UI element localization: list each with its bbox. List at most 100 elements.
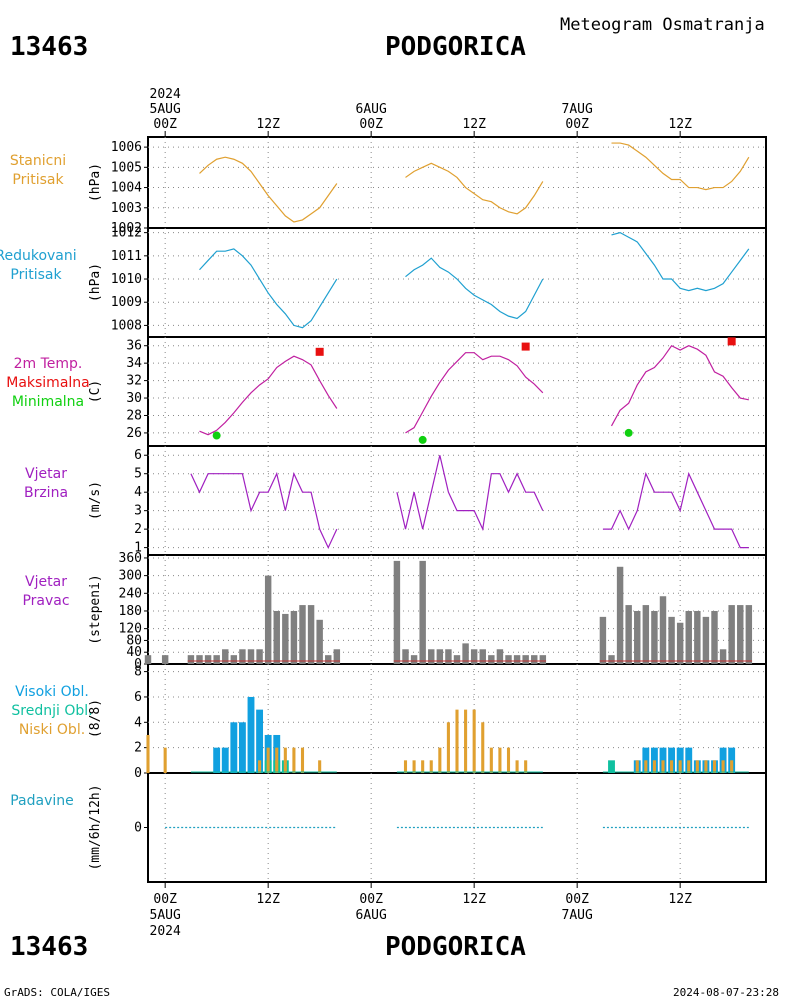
x-tick-label-bottom: 12Z bbox=[256, 892, 280, 907]
wind-dir-bar bbox=[187, 655, 195, 664]
tmin-marker bbox=[624, 428, 633, 437]
cloud-low-bar bbox=[275, 747, 279, 773]
cloud-low-bar bbox=[429, 760, 433, 773]
x-tick-label-bottom: 5AUG bbox=[150, 908, 181, 923]
cloud-low-bar bbox=[515, 760, 519, 773]
y-tick-label: 36 bbox=[126, 339, 142, 354]
wind-dir-bar bbox=[651, 610, 658, 664]
y-tick-label: 6 bbox=[134, 448, 142, 463]
x-tick-label-bottom: 12Z bbox=[462, 892, 486, 907]
wind-dir-bar bbox=[316, 619, 323, 664]
y-tick-label: 0 bbox=[134, 766, 142, 781]
y-tick-label: 2 bbox=[134, 741, 142, 756]
wind-dir-bar bbox=[608, 655, 615, 664]
plot-frame bbox=[147, 136, 767, 883]
cloud-low-bar bbox=[292, 747, 296, 773]
wind-dir-bar bbox=[745, 605, 753, 664]
wind-dir-bar bbox=[668, 616, 675, 664]
y-axis-unit: (mm/6h/12h) bbox=[88, 784, 103, 870]
cloud-low-bar bbox=[258, 760, 262, 773]
y-tick-label: 360 bbox=[119, 551, 142, 566]
wind-dir-bar bbox=[161, 655, 169, 664]
y-axis-unit: (stepeni) bbox=[88, 574, 103, 644]
y-tick-label: 1009 bbox=[111, 295, 142, 310]
wind-dir-bar bbox=[256, 649, 263, 664]
panel-label: Brzina bbox=[24, 485, 68, 501]
cloud-low-bar bbox=[300, 747, 305, 773]
y-tick-label: 8 bbox=[134, 665, 142, 680]
x-tick-label-bottom: 00Z bbox=[153, 892, 177, 907]
wind-dir-bar bbox=[479, 649, 486, 664]
station-id-bottom: 13463 bbox=[10, 932, 88, 962]
wind-dir-bar bbox=[307, 605, 315, 664]
wind-dir-bar bbox=[531, 655, 538, 664]
wind-dir-bar bbox=[230, 655, 238, 664]
panel-label: Vjetar bbox=[25, 466, 67, 482]
y-tick-label: 6 bbox=[134, 690, 142, 705]
y-tick-label: 26 bbox=[126, 426, 142, 441]
tmax-marker bbox=[727, 337, 736, 346]
wind-dir-bar bbox=[634, 610, 641, 664]
tmin-marker bbox=[212, 431, 221, 440]
wind-dir-bar bbox=[290, 610, 298, 664]
station-pressure-line bbox=[199, 156, 338, 223]
wind-dir-bar bbox=[728, 605, 735, 664]
y-tick-label: 34 bbox=[126, 356, 142, 371]
wind-dir-bar bbox=[702, 616, 710, 664]
cloud-low-bar bbox=[438, 747, 442, 773]
y-tick-label: 120 bbox=[119, 622, 142, 637]
wind-dir-bar bbox=[325, 655, 332, 664]
panel-label: Pritisak bbox=[10, 267, 62, 283]
panel-label: Pravac bbox=[22, 593, 69, 609]
wind-dir-bar bbox=[428, 649, 435, 664]
wind-speed-line bbox=[602, 471, 749, 549]
wind-dir-bar bbox=[599, 616, 607, 664]
cloud-low-bar bbox=[472, 709, 476, 773]
station-pressure-line bbox=[405, 162, 544, 215]
station-name-top: PODGORICA bbox=[385, 32, 526, 62]
cloud-low-bar bbox=[695, 760, 699, 773]
temperature-line bbox=[610, 344, 749, 427]
wind-speed-line bbox=[190, 471, 338, 550]
y-tick-label: 3 bbox=[134, 504, 142, 519]
station-name-bottom: PODGORICA bbox=[385, 932, 526, 962]
y-tick-label: 2 bbox=[134, 522, 142, 537]
wind-dir-bar bbox=[625, 605, 632, 664]
y-tick-label: 1005 bbox=[111, 160, 142, 175]
y-tick-label: 240 bbox=[119, 586, 142, 601]
wind-dir-bar bbox=[676, 622, 684, 664]
y-tick-label: 180 bbox=[119, 604, 142, 619]
x-tick-label-top: 00Z bbox=[153, 117, 177, 132]
y-tick-label: 1010 bbox=[111, 272, 142, 287]
wind-dir-bar bbox=[410, 655, 418, 664]
wind-dir-bar bbox=[513, 655, 521, 664]
wind-dir-bar bbox=[299, 605, 306, 664]
x-tick-label-top: 6AUG bbox=[356, 102, 387, 117]
cloud-low-bar bbox=[266, 747, 270, 773]
y-tick-label: 4 bbox=[134, 715, 142, 730]
wind-dir-bar bbox=[436, 649, 444, 664]
station-id-top: 13463 bbox=[10, 32, 88, 62]
x-tick-label-top: 5AUG bbox=[150, 102, 181, 117]
cloud-low-bar bbox=[644, 760, 648, 773]
wind-dir-bar bbox=[204, 655, 212, 664]
wind-dir-bar bbox=[419, 560, 426, 664]
wind-dir-bar bbox=[445, 649, 452, 664]
wind-dir-bar bbox=[616, 566, 624, 664]
reduced-pressure-line bbox=[611, 231, 750, 292]
tmin-marker bbox=[418, 435, 427, 444]
y-axis-unit: (C) bbox=[88, 380, 103, 403]
cloud-low-bar bbox=[283, 747, 287, 773]
wind-dir-bar bbox=[273, 610, 280, 664]
wind-dir-bar bbox=[488, 655, 495, 664]
cloud-low-bar bbox=[678, 760, 682, 773]
panel-label: Stanicni bbox=[10, 153, 66, 169]
cloud-high-bar bbox=[238, 722, 246, 773]
y-axis-unit: (hPa) bbox=[88, 263, 103, 302]
y-tick-label: 1006 bbox=[111, 140, 142, 155]
y-axis-unit: (hPa) bbox=[88, 163, 103, 202]
reduced-pressure-line bbox=[199, 248, 338, 329]
wind-dir-bar bbox=[247, 649, 255, 664]
wind-dir-bar bbox=[694, 610, 701, 664]
cloud-low-bar bbox=[635, 760, 639, 773]
